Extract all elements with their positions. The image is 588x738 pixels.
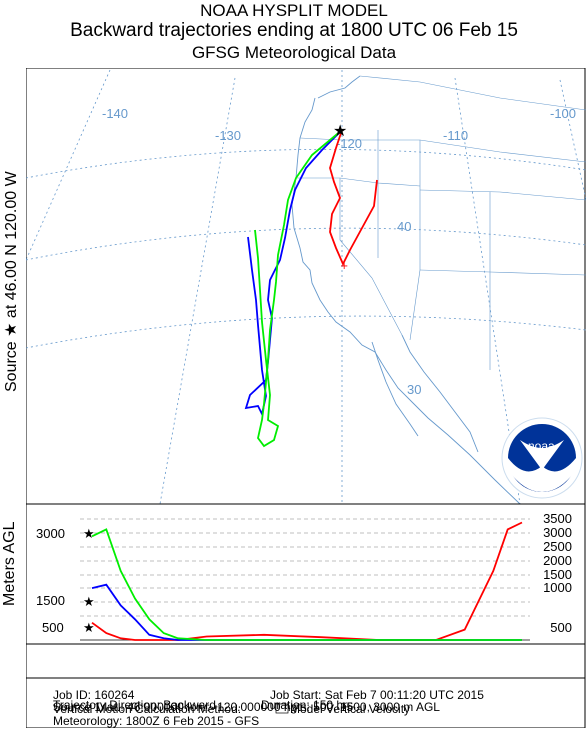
meridian-110 [454, 77, 521, 505]
lon-label: -110 [443, 128, 468, 143]
lat-label: 40 [397, 219, 411, 234]
marker-icon: + [340, 261, 348, 272]
height-gridlines [80, 518, 530, 617]
left-ticks: 3000 1500 500 [36, 526, 65, 635]
source-label: Source ★ at 46.00 N 120.00 W [3, 171, 20, 392]
right-tick: 1000 [543, 580, 572, 595]
method-box [275, 703, 289, 714]
canada-border [359, 75, 586, 111]
right-tick: 3500 [543, 511, 572, 526]
job-start: Job Start: Sat Feb 7 00:11:20 UTC 2015 [270, 688, 484, 702]
star-icon: ★ [83, 527, 95, 542]
trajectory-3000m [254, 129, 343, 448]
logo-text: noaa [528, 439, 555, 453]
noaa-logo: noaa [501, 417, 583, 499]
right-tick: 500 [550, 620, 572, 635]
source-info: Source 1 lat.: 46.000000 lon.: -120.0000… [53, 700, 440, 714]
duration: Duration: 150 hrs [261, 698, 354, 712]
lon-label: -130 [215, 128, 241, 143]
vertical-method: Vertical Motion Calculation Method: [53, 702, 242, 716]
map-border [26, 68, 586, 505]
wy-border [419, 189, 586, 201]
gulf-of-california [401, 334, 479, 453]
title-line-3: GFSG Meteorological Data [191, 43, 397, 62]
height-panel: 3000 1500 500 3500 3000 2500 2000 1500 1… [26, 503, 586, 645]
right-tick: 2500 [543, 539, 572, 554]
left-tick: 1500 [36, 593, 65, 608]
lat-label: 30 [407, 382, 421, 397]
state-borders [296, 75, 586, 370]
job-id: Job ID: 160264 [53, 688, 135, 702]
or-ca-border [296, 177, 421, 187]
meridian-130 [159, 77, 236, 505]
height-stars: ★ ★ ★ [83, 527, 95, 636]
figure-frame: -140 -130 -120 -110 -100 40 30 [26, 68, 586, 728]
lon-label: -100 [550, 106, 576, 121]
lon-label: -140 [102, 106, 128, 121]
right-ticks: 3500 3000 2500 2000 1500 1000 500 [543, 511, 572, 635]
info-panel: Job ID: 160264 Job Start: Sat Feb 7 00:1… [26, 686, 586, 738]
trajectory-500m [329, 129, 378, 267]
info-panel-border [26, 677, 586, 728]
vertical-method-value: Model Vertical Velocity [290, 702, 411, 716]
puget-coast [317, 75, 361, 99]
ca-nv-border [339, 178, 403, 336]
map-panel: -140 -130 -120 -110 -100 40 30 [26, 68, 586, 505]
grid-labels: -140 -130 -120 -110 -100 40 30 [102, 106, 576, 397]
height-series-group [91, 521, 523, 641]
spacer-panel [26, 643, 586, 679]
graticule [26, 69, 586, 505]
left-tick: 3000 [36, 526, 65, 541]
meridian-100 [559, 79, 586, 201]
height-series-line [91, 521, 523, 641]
height-axis-label: Meters AGL [1, 521, 18, 606]
west-coast [291, 97, 521, 505]
right-tick: 3000 [543, 525, 572, 540]
star-icon: ★ [83, 621, 95, 636]
height-panel-border [26, 503, 586, 645]
meteorology: Meteorology: 1800Z 6 Feb 2015 - GFS [53, 714, 260, 728]
source-star-icon: ★ [333, 121, 347, 140]
right-tick: 2000 [543, 553, 572, 568]
trajectory-direction: Trajectory Direction: Backward [53, 698, 216, 712]
star-icon: ★ [83, 595, 95, 610]
baja-peninsula [371, 341, 419, 437]
title-line-1: NOAA HYSPLIT MODEL [200, 1, 388, 20]
trajectory-paths [244, 129, 378, 448]
height-series-line [91, 528, 522, 641]
title-line-2: Backward trajectories ending at 1800 UTC… [70, 20, 518, 41]
right-tick: 1500 [543, 567, 572, 582]
coastlines [291, 75, 521, 505]
left-tick: 500 [42, 620, 64, 635]
